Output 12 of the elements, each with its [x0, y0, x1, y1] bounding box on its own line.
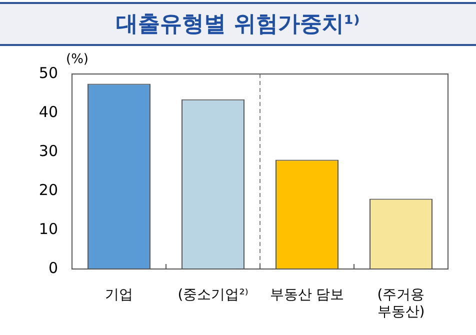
- x-tick-label: (중소기업²⁾: [178, 287, 248, 304]
- y-tick-label: 0: [48, 258, 58, 277]
- x-tick-label: (주거용 부동산): [377, 287, 425, 320]
- y-axis-title: (%): [66, 52, 88, 67]
- x-tick-label: 부동산 담보: [270, 287, 344, 304]
- y-tick-label: 30: [38, 142, 58, 160]
- x-tick-label: 기업: [105, 287, 133, 304]
- y-tick-label: 40: [38, 102, 58, 121]
- chart-title: 대출유형별 위험가중치¹⁾: [116, 11, 360, 39]
- y-tick-label: 10: [38, 220, 58, 238]
- y-tick-label: 50: [38, 64, 58, 82]
- y-tick-label: 20: [38, 180, 58, 199]
